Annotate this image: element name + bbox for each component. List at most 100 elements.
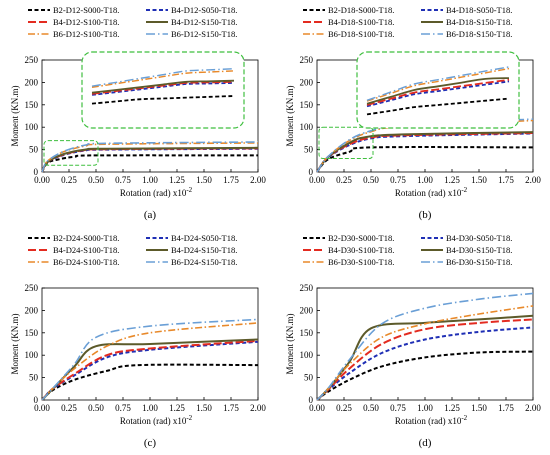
- series-group: [316, 118, 534, 173]
- legend-label: B6-D30-S150-T18.: [446, 257, 512, 267]
- series-group: [41, 318, 259, 401]
- zoom-inset-line-2: [91, 80, 235, 95]
- y-tick-label: 100: [25, 122, 39, 132]
- x-tick-label: 0.25: [61, 403, 77, 413]
- x-axis-label-suffix: x10: [173, 188, 187, 198]
- x-tick-label: 1.25: [444, 403, 460, 413]
- x-axis-label-text: Rotation (rad) x10-2: [395, 414, 468, 426]
- x-tick-label: 0.50: [88, 175, 104, 185]
- series-line-0: [41, 154, 259, 173]
- y-tick-label: 250: [25, 283, 39, 293]
- y-tick-label: 200: [25, 77, 39, 87]
- x-axis-label: Rotation (rad) x10-2: [120, 186, 193, 198]
- legend-label: B6-D18-S150-T18.: [446, 29, 512, 39]
- x-tick-label: 1.00: [142, 175, 158, 185]
- zoom-inset-series: [366, 66, 510, 116]
- y-tick-label: 200: [25, 305, 39, 315]
- chart-panel-d: B2-D30-S000-T18. B4-D30-S050-T18. B4-D30-S…: [285, 233, 541, 449]
- series-line-1: [41, 340, 259, 401]
- x-tick-label: 0.00: [309, 175, 325, 185]
- x-tick-label: 0.00: [309, 403, 325, 413]
- x-tick-label: 1.50: [471, 403, 487, 413]
- chart-panel-c: B2-D24-S000-T18. B4-D24-S050-T18. B4-D24-S…: [10, 233, 266, 449]
- legend-label: B6-D12-S150-T18.: [171, 29, 237, 39]
- series-line-5: [41, 318, 259, 401]
- legend-label: B6-D30-S100-T18.: [328, 257, 394, 267]
- x-tick-label: 1.25: [169, 403, 185, 413]
- x-axis-label-main: Rotation (rad): [395, 188, 448, 198]
- plot-frame: [316, 287, 534, 401]
- zoom-inset-line-1: [91, 82, 235, 96]
- legend-label: B4-D24-S150-T18.: [171, 245, 237, 255]
- x-tick-label: 1.75: [498, 403, 514, 413]
- legend-label: B4-D12-S150-T18.: [171, 17, 237, 27]
- series-line-2: [41, 339, 259, 401]
- y-tick-label: 200: [300, 77, 314, 87]
- x-tick-label: 1.25: [169, 175, 185, 185]
- legend: B2-D30-S000-T18. B4-D30-S050-T18. B4-D30-S…: [303, 233, 512, 267]
- legend-label: B2-D18-S000-T18.: [328, 5, 394, 15]
- x-tick-label: 0.00: [34, 175, 50, 185]
- zoom-inset-line-1: [366, 80, 510, 108]
- legend-label: B2-D12-S000-T18.: [53, 5, 119, 15]
- x-tick-label: 1.50: [196, 403, 212, 413]
- series-group: [41, 141, 259, 173]
- x-tick-label: 0.25: [336, 175, 352, 185]
- panel-caption: (c): [144, 437, 157, 449]
- legend-label: B4-D12-S050-T18.: [171, 5, 237, 15]
- zoom-inset-line-5: [366, 66, 510, 101]
- x-axis-label-suffix: x10: [448, 416, 462, 426]
- x-axis-label: Rotation (rad) x10-2: [120, 414, 193, 426]
- x-tick-label: 2.00: [250, 175, 266, 185]
- zoom-inset-line-4: [366, 67, 510, 102]
- series-line-5: [41, 141, 259, 173]
- zoom-inset-line-4: [91, 70, 235, 89]
- x-axis-label-suffix: x10: [448, 188, 462, 198]
- x-axis-label: Rotation (rad) x10-2: [395, 186, 468, 198]
- zoom-inset-box: [81, 51, 245, 129]
- zoom-source-box: [43, 140, 99, 166]
- y-tick-label: 100: [25, 350, 39, 360]
- x-tick-label: 0.25: [61, 175, 77, 185]
- legend: B2-D24-S000-T18. B4-D24-S050-T18. B4-D24-S…: [28, 233, 237, 267]
- x-axis-label-main: Rotation (rad): [120, 188, 173, 198]
- y-tick-label: 250: [300, 283, 314, 293]
- x-tick-label: 2.00: [250, 403, 266, 413]
- zoom-inset-series: [91, 67, 235, 105]
- series-line-0: [316, 146, 534, 173]
- x-axis-label-exp: -2: [461, 186, 467, 194]
- legend-label: B4-D24-S050-T18.: [171, 233, 237, 243]
- x-tick-label: 0.50: [88, 403, 104, 413]
- x-axis-label-suffix: x10: [173, 416, 187, 426]
- y-tick-label: 50: [304, 145, 314, 155]
- y-tick-label: 100: [300, 350, 314, 360]
- series-line-1: [316, 326, 534, 401]
- x-axis-label-main: Rotation (rad): [395, 416, 448, 426]
- y-tick-label: 50: [304, 373, 314, 383]
- y-axis-label: Moment (KN.m): [10, 314, 20, 375]
- x-tick-label: 1.00: [142, 403, 158, 413]
- zoom-inset-line-5: [91, 67, 235, 87]
- y-axis-label: Moment (KN.m): [285, 86, 295, 147]
- x-axis-label-exp: -2: [461, 414, 467, 422]
- panel-caption: (a): [144, 209, 157, 221]
- legend-label: B4-D30-S050-T18.: [446, 233, 512, 243]
- series-line-4: [316, 305, 534, 401]
- legend-label: B4-D30-S150-T18.: [446, 245, 512, 255]
- zoom-inset-line-2: [366, 78, 510, 106]
- y-tick-label: 250: [25, 55, 39, 65]
- y-tick-label: 150: [300, 100, 314, 110]
- x-tick-label: 0.00: [34, 403, 50, 413]
- x-tick-label: 2.00: [525, 403, 541, 413]
- zoom-source-box: [318, 126, 374, 160]
- series-line-5: [316, 118, 534, 173]
- y-tick-label: 150: [25, 100, 39, 110]
- x-axis-label-main: Rotation (rad): [120, 416, 173, 426]
- zoom-inset-line-0: [91, 95, 235, 105]
- x-tick-label: 0.75: [115, 175, 131, 185]
- legend-label: B4-D12-S100-T18.: [53, 17, 119, 27]
- x-axis-label-text: Rotation (rad) x10-2: [395, 186, 468, 198]
- x-tick-label: 0.25: [336, 403, 352, 413]
- x-axis-label-text: Rotation (rad) x10-2: [120, 186, 193, 198]
